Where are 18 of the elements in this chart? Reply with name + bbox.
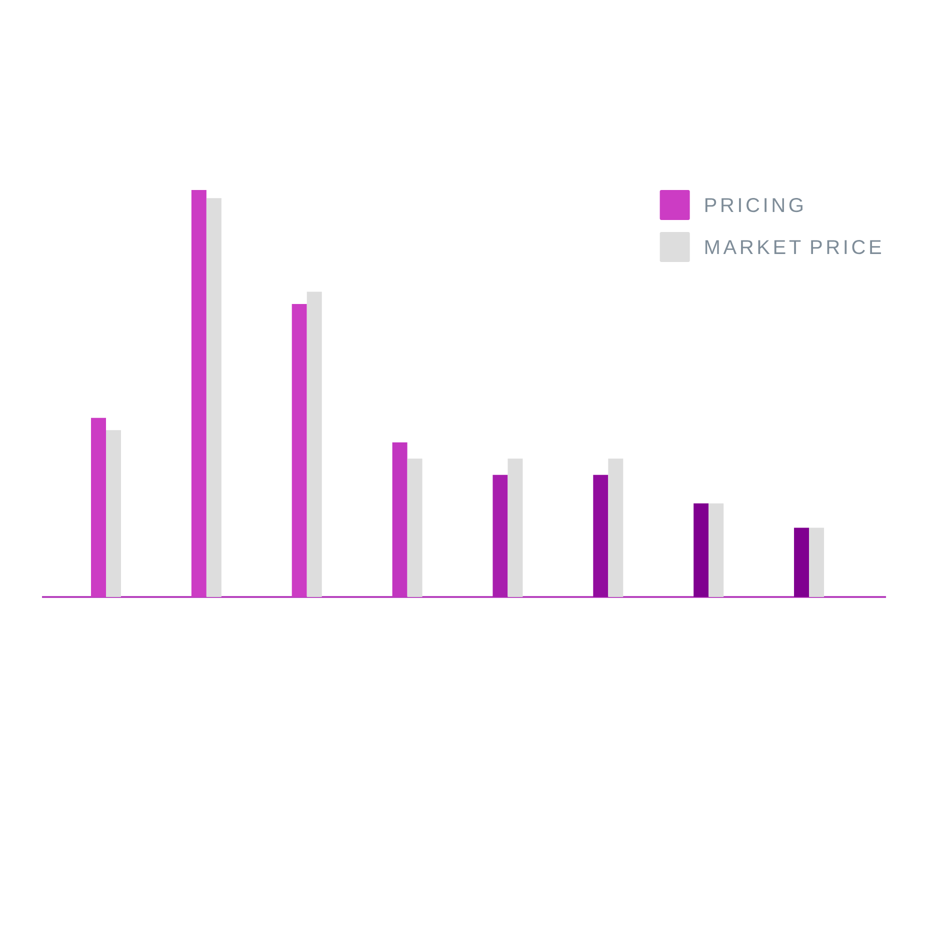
bar: [306, 292, 322, 597]
bar: [407, 458, 422, 597]
bar: [292, 304, 307, 597]
bar: [91, 418, 106, 597]
bar: [608, 458, 624, 597]
bar: [593, 474, 608, 597]
legend-label: PRICING: [705, 198, 802, 212]
bar: [809, 528, 824, 597]
bar: [392, 442, 408, 597]
bar: [191, 190, 206, 597]
bar: [794, 528, 810, 597]
legend-label: MARKET PRICE: [705, 240, 881, 254]
bar: [708, 503, 724, 597]
bar: [694, 503, 709, 597]
bar: [106, 430, 121, 597]
bar: [206, 198, 222, 597]
bar: [508, 458, 523, 597]
bar: [492, 474, 508, 597]
